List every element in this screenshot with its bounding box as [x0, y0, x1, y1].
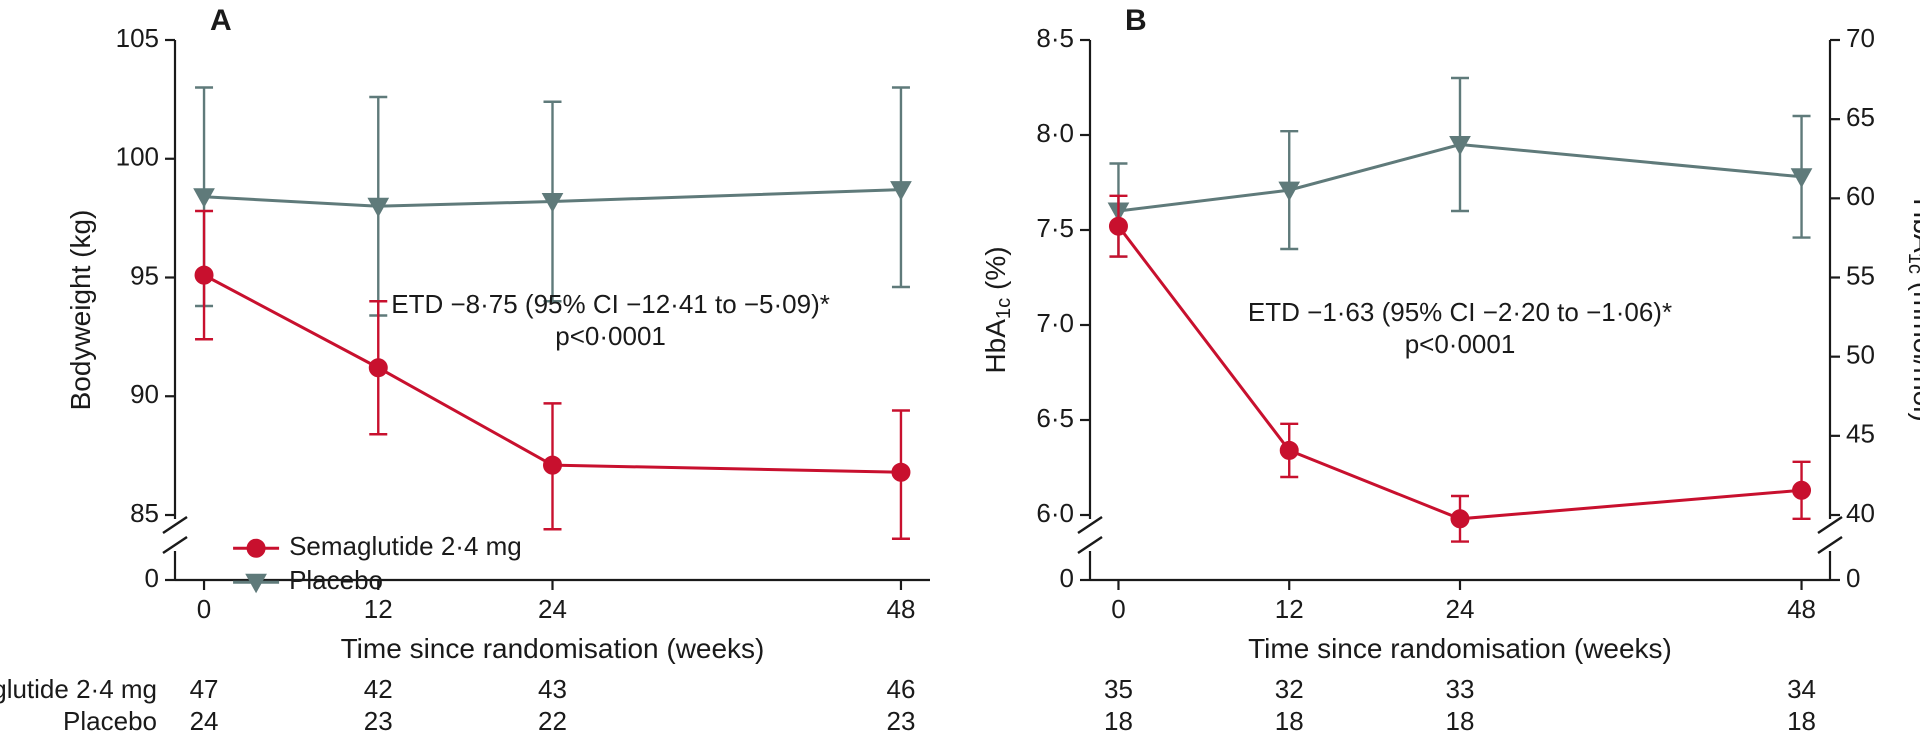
x-axis-label: Time since randomisation (weeks): [1248, 633, 1672, 664]
ntable-cell: 23: [887, 706, 916, 736]
xtick-label: 12: [1275, 594, 1304, 624]
y-axis-label-right: HbA1c (mmol/mol): [1904, 198, 1920, 422]
xtick-label: 0: [197, 594, 211, 624]
ytick-label: 105: [116, 23, 159, 53]
marker-semaglutide: [369, 359, 387, 377]
ytick-label: 90: [130, 379, 159, 409]
ytick-label: 8·5: [1036, 23, 1074, 53]
ntable-cell: 35: [1104, 674, 1133, 704]
x-axis-label: Time since randomisation (weeks): [341, 633, 765, 664]
ntable-cell: 22: [538, 706, 567, 736]
ytick-label: 7·0: [1036, 308, 1074, 338]
ntable-cell: 42: [364, 674, 393, 704]
ytick-label-right: 0: [1846, 563, 1860, 593]
annotation-line: p<0·0001: [555, 321, 666, 351]
ytick-label: 7·5: [1036, 213, 1074, 243]
ytick-label: 100: [116, 142, 159, 172]
xtick-label: 12: [364, 594, 393, 624]
ytick-label-right: 70: [1846, 23, 1875, 53]
xtick-label: 0: [1111, 594, 1125, 624]
ntable-cell: 32: [1275, 674, 1304, 704]
y-axis-label: Bodyweight (kg): [65, 210, 96, 411]
y-axis-label: HbA1c (%): [980, 246, 1015, 373]
xtick-label: 48: [887, 594, 916, 624]
marker-semaglutide: [1109, 217, 1127, 235]
ytick-label-right: 40: [1846, 498, 1875, 528]
ytick-label-right: 65: [1846, 102, 1875, 132]
ytick-label-right: 50: [1846, 340, 1875, 370]
marker-semaglutide: [1793, 481, 1811, 499]
ntable-cell: 23: [364, 706, 393, 736]
panel-title: B: [1125, 4, 1147, 37]
ytick-label-right: 45: [1846, 419, 1875, 449]
ytick-label: 6·5: [1036, 403, 1074, 433]
marker-semaglutide: [247, 539, 265, 557]
ntable-cell: 34: [1787, 674, 1816, 704]
ntable-cell: 46: [887, 674, 916, 704]
series-line-semaglutide: [1118, 226, 1801, 519]
legend-label: Placebo: [289, 565, 383, 595]
ytick-label: 95: [130, 260, 159, 290]
legend-label: Semaglutide 2·4 mg: [289, 531, 522, 561]
marker-semaglutide: [892, 463, 910, 481]
marker-semaglutide: [195, 266, 213, 284]
ytick-label: 0: [145, 563, 159, 593]
figure-svg: A 0 85 90 95 100 105 Bodyweight (kg) 0 12 24 48 Time…: [0, 0, 1920, 750]
ytick-label: 85: [130, 498, 159, 528]
marker-semaglutide: [1280, 441, 1298, 459]
ytick-label: 0: [1060, 563, 1074, 593]
marker-semaglutide: [544, 456, 562, 474]
ntable-cell: 43: [538, 674, 567, 704]
marker-placebo: [1792, 169, 1812, 187]
ntable-cell: 18: [1446, 706, 1475, 736]
ntable-cell: 47: [190, 674, 219, 704]
marker-semaglutide: [1451, 510, 1469, 528]
panel-A: A 0 85 90 95 100 105 Bodyweight (kg) 0 12 24 48 Time…: [0, 4, 930, 736]
ntable-cell: 18: [1104, 706, 1133, 736]
ntable-cell: 33: [1446, 674, 1475, 704]
ytick-label-right: 55: [1846, 260, 1875, 290]
panel-title: A: [210, 4, 232, 37]
ytick-label: 6·0: [1036, 498, 1074, 528]
annotation-line: p<0·0001: [1405, 329, 1516, 359]
xtick-label: 24: [1446, 594, 1475, 624]
ntable-row-label: Placebo: [63, 706, 157, 736]
ntable-cell: 18: [1275, 706, 1304, 736]
annotation-line: ETD −8·75 (95% CI −12·41 to −5·09)*: [391, 289, 830, 319]
ntable-row-label: Semaglutide 2·4 mg: [0, 674, 157, 704]
ytick-label-right: 60: [1846, 181, 1875, 211]
panel-B: B 0 6·0 6·5 7·0 7·5 8·0 8·5 HbA1c (%) 0 40 45 50 55 60…: [980, 4, 1920, 736]
ntable-cell: 24: [190, 706, 219, 736]
xtick-label: 48: [1787, 594, 1816, 624]
ytick-label: 8·0: [1036, 118, 1074, 148]
annotation-line: ETD −1·63 (95% CI −2·20 to −1·06)*: [1248, 297, 1672, 327]
ntable-cell: 18: [1787, 706, 1816, 736]
xtick-label: 24: [538, 594, 567, 624]
